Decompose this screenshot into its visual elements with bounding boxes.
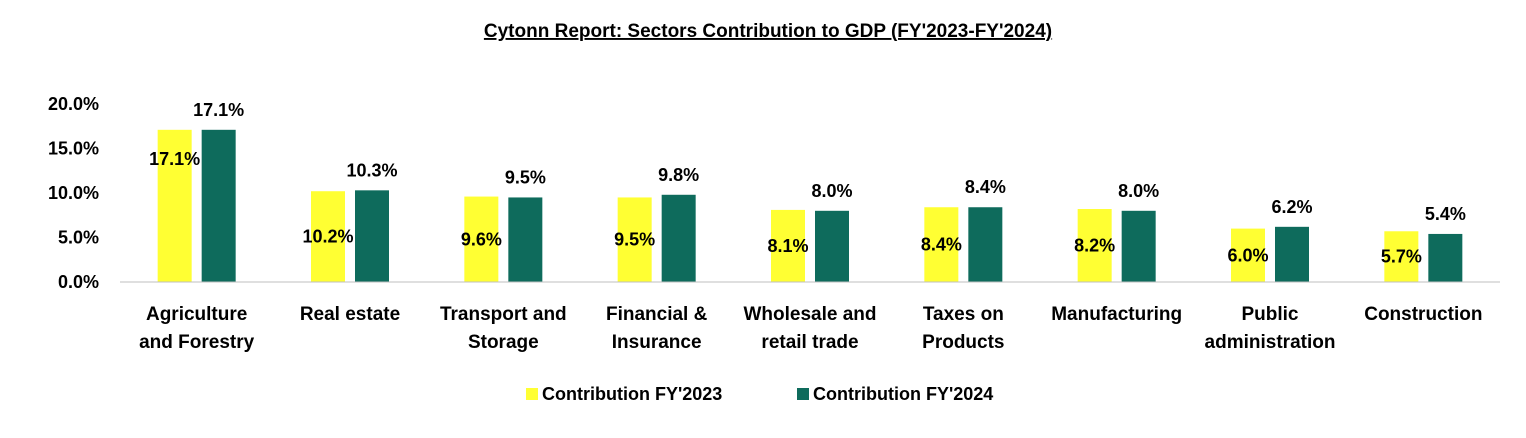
x-axis: Agriculture and Forestry Real estate Transp… [120, 281, 1500, 353]
y-tick-label: 15.0% [48, 139, 99, 159]
bar-fy2023 [311, 191, 345, 282]
bar-fy2023 [1231, 228, 1265, 282]
category-label: Agriculture and Forestry [139, 304, 255, 353]
data-label-fy2024: 8.4% [965, 177, 1006, 197]
data-label-fy2023: 6.0% [1227, 245, 1268, 265]
data-label-fy2024: 9.8% [658, 165, 699, 185]
bar-fy2024 [1428, 233, 1463, 282]
bar-fy2023 [1077, 209, 1112, 282]
data-label-fy2024: 10.3% [346, 160, 397, 180]
category-label-line: Storage [468, 332, 539, 353]
data-label-fy2024: 8.0% [811, 181, 852, 201]
bar-fy2024 [1275, 226, 1309, 282]
bar-fy2024 [1121, 210, 1156, 282]
data-label-fy2024: 5.4% [1425, 204, 1466, 224]
bars [157, 129, 1463, 282]
bar-fy2024 [508, 197, 543, 282]
category-label: Taxes on Products [922, 304, 1004, 353]
data-label-fy2023: 8.1% [767, 236, 808, 256]
data-label-fy2023: 8.4% [921, 235, 962, 255]
data-label-fy2024: 6.2% [1271, 197, 1312, 217]
legend-label: Contribution FY'2023 [542, 384, 722, 404]
bar-fy2023 [157, 129, 192, 282]
category-label-line: Construction [1364, 304, 1482, 325]
category-label-line: and Forestry [139, 332, 255, 353]
category-label: Public administration [1205, 304, 1336, 353]
y-tick-label: 5.0% [58, 228, 99, 248]
category-label-line: Public [1241, 304, 1298, 325]
category-label: Financial & Insurance [606, 304, 708, 353]
bar-fy2023 [1384, 231, 1419, 282]
bar-fy2023 [771, 209, 805, 282]
legend-swatch [797, 388, 809, 400]
legend-swatch [526, 388, 538, 400]
y-tick-label: 0.0% [58, 272, 99, 292]
data-labels: 17.1% 17.1% 10.2% 10.3% 9.6% 9.5% 9.5% 9.8% 8.1%… [149, 100, 1466, 267]
data-label-fy2023: 10.2% [302, 227, 353, 247]
category-label-line: Wholesale and [743, 304, 876, 325]
category-label-line: retail trade [761, 332, 858, 353]
category-label-line: Manufacturing [1051, 304, 1182, 325]
y-tick-label: 10.0% [48, 183, 99, 203]
category-label-line: Real estate [300, 304, 400, 325]
y-axis: 0.0% 5.0% 10.0% 15.0% 20.0% [48, 94, 99, 292]
category-label: Construction [1364, 304, 1482, 325]
data-label-fy2024: 9.5% [505, 167, 546, 187]
data-label-fy2023: 5.7% [1381, 247, 1422, 267]
category-label: Real estate [300, 304, 400, 325]
bar-fy2023 [924, 207, 959, 282]
y-tick-label: 20.0% [48, 94, 99, 114]
category-label-line: Agriculture [146, 304, 247, 325]
data-label-fy2024: 17.1% [193, 100, 244, 120]
data-label-fy2023: 9.6% [461, 229, 502, 249]
category-label-line: Taxes on [923, 304, 1004, 325]
data-label-fy2023: 17.1% [149, 149, 200, 169]
bar-fy2024 [201, 129, 236, 282]
bar-fy2024 [968, 207, 1003, 282]
category-label-line: Products [922, 332, 1004, 353]
bar-fy2024 [815, 210, 849, 282]
bar-fy2023 [617, 197, 652, 282]
category-label-line: administration [1205, 332, 1336, 353]
bar-fy2023 [464, 196, 499, 282]
data-label-fy2024: 8.0% [1118, 181, 1159, 201]
legend: Contribution FY'2023 Contribution FY'2024 [526, 384, 993, 404]
chart-title: Cytonn Report: Sectors Contribution to G… [484, 21, 1052, 42]
data-label-fy2023: 8.2% [1074, 236, 1115, 256]
data-label-fy2023: 9.5% [614, 230, 655, 250]
bar-fy2024 [661, 194, 696, 282]
category-label: Transport and Storage [440, 304, 567, 353]
category-label-line: Transport and [440, 304, 567, 325]
category-label: Wholesale and retail trade [743, 304, 876, 353]
category-label-line: Insurance [612, 332, 702, 353]
bar-fy2024 [355, 190, 389, 282]
category-label: Manufacturing [1051, 304, 1182, 325]
legend-label: Contribution FY'2024 [813, 384, 993, 404]
category-label-line: Financial & [606, 304, 708, 325]
